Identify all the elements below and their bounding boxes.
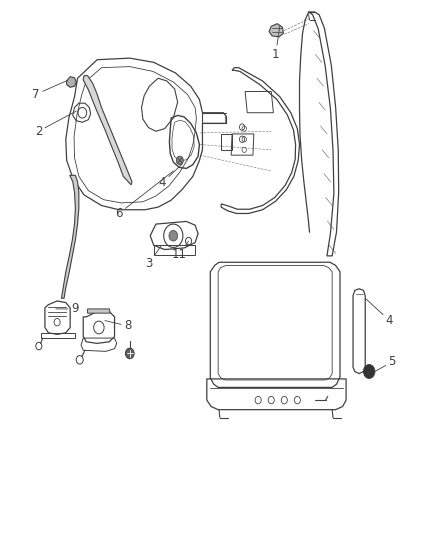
Circle shape [125, 348, 134, 359]
Text: 4: 4 [159, 164, 182, 189]
Text: 3: 3 [145, 245, 162, 270]
Polygon shape [67, 77, 76, 87]
Text: 6: 6 [115, 171, 173, 220]
Polygon shape [269, 23, 283, 37]
Text: 8: 8 [105, 319, 131, 333]
Polygon shape [88, 309, 110, 313]
Text: 7: 7 [32, 80, 67, 101]
Polygon shape [83, 76, 132, 185]
Circle shape [177, 156, 184, 165]
Text: 1: 1 [272, 25, 280, 61]
Text: 11: 11 [171, 241, 188, 261]
Circle shape [364, 365, 375, 378]
Circle shape [169, 230, 178, 241]
Text: 2: 2 [35, 111, 76, 138]
Text: 9: 9 [56, 302, 78, 316]
Text: 4: 4 [365, 298, 393, 327]
Polygon shape [61, 175, 79, 298]
Text: 5: 5 [375, 356, 396, 372]
